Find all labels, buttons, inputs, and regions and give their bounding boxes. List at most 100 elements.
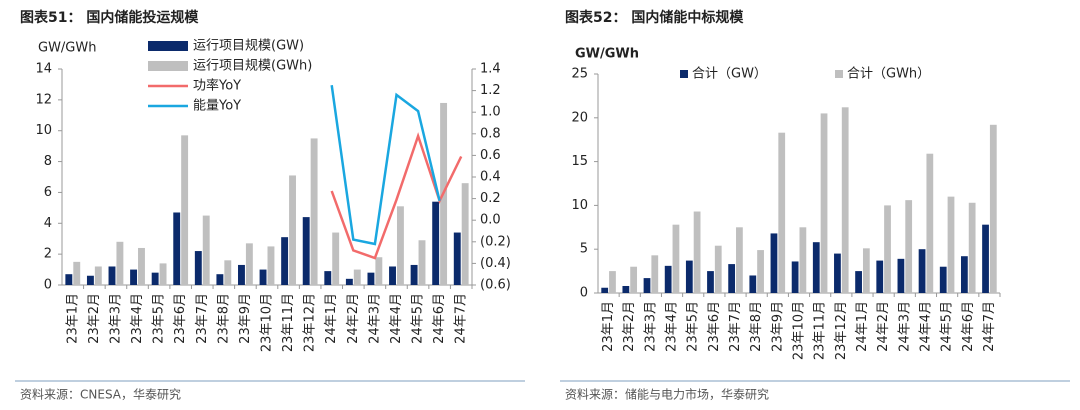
y2-tick-label: (0.4) — [480, 256, 511, 271]
bar — [876, 260, 884, 293]
x-tick-label: 23年2月 — [622, 301, 637, 352]
bar — [799, 227, 807, 293]
bar — [834, 253, 841, 293]
bar — [181, 135, 189, 285]
bar — [918, 249, 926, 293]
y2-tick-label: 0.6 — [480, 148, 501, 163]
y-axis-label: GW/GWh — [575, 47, 639, 62]
bar — [194, 251, 202, 285]
source-note: 资料来源：储能与电力市场，华泰研究 — [565, 387, 769, 402]
x-tick-label: 24年4月 — [918, 301, 933, 352]
bar — [224, 260, 232, 285]
bar — [841, 107, 849, 294]
bar — [989, 124, 997, 293]
legend-label: 运行项目规模(GW) — [193, 39, 304, 54]
bar — [310, 138, 318, 285]
y-tick-label: 20 — [571, 110, 588, 125]
x-tick-label: 23年8月 — [216, 293, 231, 344]
bar — [461, 183, 469, 285]
x-tick-label: 23年6月 — [707, 301, 722, 352]
x-tick-label: 23年12月 — [303, 293, 318, 352]
bar — [159, 263, 167, 285]
x-tick-label: 24年2月 — [346, 293, 361, 344]
x-tick-label: 23年4月 — [665, 301, 680, 352]
x-tick-label: 24年1月 — [855, 301, 870, 352]
bar — [897, 258, 905, 293]
bar — [960, 256, 968, 293]
x-tick-label: 24年1月 — [324, 293, 339, 344]
bar — [939, 266, 947, 293]
y-tick-label: 4 — [44, 216, 52, 231]
bar — [73, 261, 81, 285]
x-tick-label: 23年5月 — [686, 301, 701, 352]
y-tick-label: 8 — [44, 154, 52, 169]
bar — [86, 275, 94, 285]
bar — [685, 260, 693, 293]
bar — [453, 232, 461, 285]
bar — [138, 247, 145, 285]
bar — [345, 278, 353, 285]
bar — [375, 257, 383, 285]
bar — [367, 272, 375, 285]
x-tick-label: 23年10月 — [260, 293, 275, 352]
bar — [622, 285, 630, 293]
legend-label: 能量YoY — [193, 99, 241, 114]
legend-swatch — [148, 61, 188, 71]
x-tick-label: 23年12月 — [834, 301, 849, 360]
x-tick-label: 24年2月 — [876, 301, 891, 352]
bar — [820, 113, 828, 293]
x-tick-label: 23年9月 — [770, 301, 785, 352]
bar — [714, 245, 722, 293]
x-tick-label: 24年3月 — [897, 301, 912, 352]
bar — [884, 205, 891, 293]
y-tick-label: 10 — [571, 198, 588, 213]
chart-title: 图表51： 国内储能投运规模 — [20, 9, 199, 26]
bar — [757, 250, 764, 293]
bar — [749, 275, 757, 293]
x-tick-label: 23年2月 — [87, 293, 102, 344]
y-tick-label: 2 — [44, 247, 52, 262]
bar — [332, 232, 340, 285]
x-tick-label: 24年7月 — [982, 301, 997, 352]
y-tick-label: 0 — [580, 286, 588, 301]
x-tick-label: 24年7月 — [454, 293, 469, 344]
bar — [432, 201, 440, 285]
chart-title: 图表52： 国内储能中标规模 — [565, 9, 744, 26]
legend-label: 运行项目规模(GWh) — [193, 59, 312, 74]
bar — [65, 274, 73, 285]
bar — [736, 227, 743, 293]
y-axis-label: GW/GWh — [38, 41, 96, 56]
x-tick-label: 24年4月 — [389, 293, 404, 344]
bar — [410, 264, 418, 285]
bar — [770, 233, 778, 293]
x-tick-label: 23年3月 — [643, 301, 658, 352]
y-tick-label: 0 — [44, 278, 52, 293]
bar — [601, 287, 609, 293]
y2-tick-label: 0.2 — [480, 191, 501, 206]
bar — [108, 266, 116, 285]
bar — [651, 255, 659, 293]
bar — [778, 132, 786, 293]
bar — [396, 206, 404, 285]
bar — [324, 271, 332, 285]
bar — [130, 269, 138, 285]
x-tick-label: 24年5月 — [411, 293, 426, 344]
x-tick-label: 23年7月 — [728, 301, 743, 352]
y2-tick-label: 0.0 — [480, 213, 501, 228]
legend-label: 合计（GW） — [692, 67, 767, 82]
x-tick-label: 23年6月 — [173, 293, 188, 344]
y2-tick-label: 1.0 — [480, 105, 501, 120]
y-tick-label: 15 — [571, 154, 588, 169]
legend-swatch — [835, 70, 843, 78]
bar — [94, 266, 102, 285]
x-tick-label: 23年11月 — [281, 293, 296, 352]
x-tick-label: 23年9月 — [238, 293, 253, 344]
x-tick-label: 24年6月 — [961, 301, 976, 352]
x-tick-label: 23年5月 — [152, 293, 167, 344]
bar — [855, 271, 862, 293]
y2-tick-label: 0.4 — [480, 170, 501, 185]
bar — [672, 224, 680, 293]
bar — [643, 278, 651, 293]
bar — [245, 243, 253, 285]
x-tick-label: 24年5月 — [940, 301, 955, 352]
